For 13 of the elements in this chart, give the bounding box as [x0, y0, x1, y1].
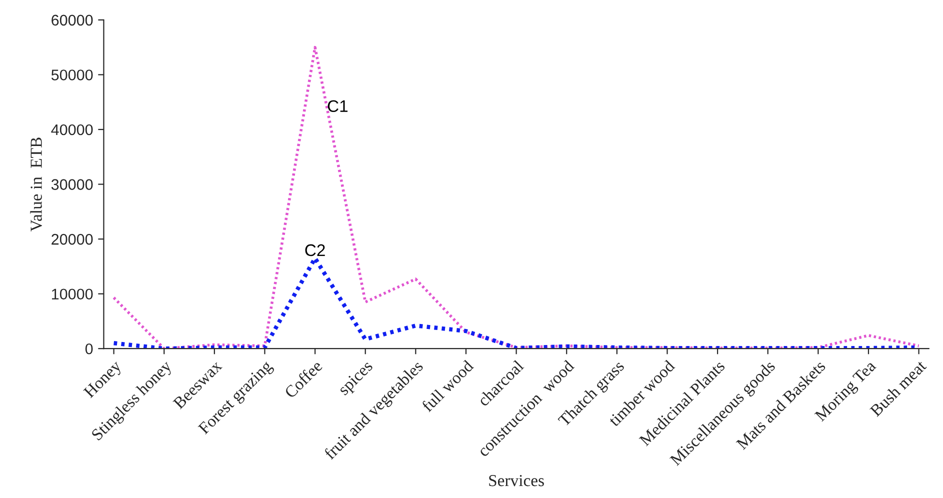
- y-tick-label: 0: [85, 343, 93, 354]
- line-series: [112, 256, 921, 349]
- x-axis-title: Services: [489, 475, 544, 486]
- line-series: [112, 46, 920, 349]
- y-tick-label: 10000: [52, 288, 93, 300]
- y-tick-label: 50000: [51, 70, 93, 80]
- y-tick-label: 40000: [51, 124, 93, 136]
- series-label: C2: [305, 244, 325, 256]
- y-tick-label: 30000: [51, 179, 93, 190]
- series-label: C1: [328, 100, 348, 112]
- y-tick-label: 20000: [52, 234, 93, 245]
- y-axis-title: Value in ETB: [30, 138, 42, 232]
- y-tick-label: 60000: [52, 14, 93, 26]
